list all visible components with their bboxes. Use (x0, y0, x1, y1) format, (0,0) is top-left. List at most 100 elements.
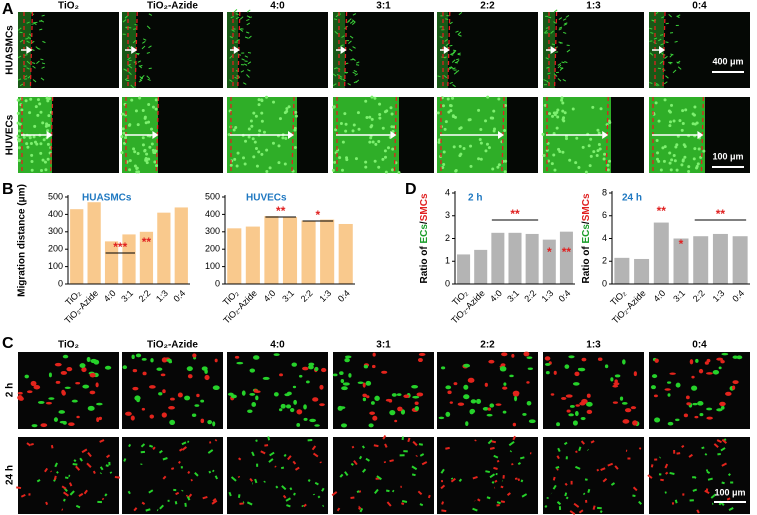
cell (368, 140, 372, 144)
cell (265, 148, 269, 152)
cell (122, 141, 126, 145)
cell (90, 358, 98, 364)
cell (181, 446, 187, 451)
cell (591, 105, 595, 109)
cell (445, 446, 450, 450)
cell (672, 153, 676, 157)
cell (109, 471, 113, 474)
cell (48, 372, 52, 378)
cell (267, 436, 271, 441)
y-tick-label: 500 (205, 191, 220, 201)
cell (16, 98, 20, 102)
cell (493, 454, 499, 459)
micrograph (333, 352, 434, 429)
cell (557, 78, 562, 82)
cell (138, 65, 143, 69)
cell (287, 455, 292, 461)
cell (718, 366, 722, 370)
cell (602, 477, 608, 483)
cell (721, 438, 728, 444)
cell (440, 484, 446, 490)
cell (488, 359, 495, 364)
cell (265, 95, 269, 99)
cell (674, 40, 678, 43)
cell (75, 504, 81, 509)
cell (547, 159, 551, 163)
cell (344, 471, 349, 477)
cell (736, 355, 743, 360)
cell (280, 466, 285, 470)
cell (89, 372, 96, 378)
cell (457, 53, 461, 56)
cell (706, 372, 713, 375)
cell (192, 353, 197, 358)
cell (411, 473, 416, 477)
cell (243, 63, 248, 66)
cell (143, 116, 147, 120)
cell (445, 18, 449, 21)
cell (586, 393, 591, 398)
cell (142, 371, 147, 376)
cell (45, 122, 49, 126)
cell (669, 372, 676, 375)
cell (513, 393, 519, 397)
x-tick-label: 3:1 (671, 288, 687, 304)
cell (240, 70, 245, 73)
chart-title: HUVECs (246, 193, 287, 204)
micrograph (649, 352, 750, 429)
cell (149, 385, 156, 389)
cell (548, 112, 552, 116)
cell (61, 389, 66, 395)
cell (314, 481, 319, 486)
cell (120, 151, 124, 155)
bar (559, 231, 573, 284)
micrograph (18, 352, 119, 429)
cell (166, 358, 172, 362)
cell (558, 17, 563, 20)
y-tick-label: 200 (48, 244, 63, 254)
cell (96, 417, 100, 422)
cell (303, 417, 308, 421)
cell (691, 122, 695, 126)
cell (152, 150, 156, 154)
cell (309, 418, 316, 423)
cell (369, 411, 375, 415)
cell (147, 157, 151, 161)
cell (16, 134, 20, 138)
cell (649, 82, 653, 84)
cell (308, 364, 314, 370)
cell (257, 98, 261, 102)
bar (457, 254, 471, 284)
arrow-head (498, 131, 504, 139)
cell (557, 447, 561, 453)
cell (550, 30, 554, 34)
cell (370, 117, 374, 121)
arrow-head (390, 131, 397, 139)
cell (141, 407, 146, 411)
column-label: 0:4 (692, 340, 707, 351)
cell (30, 153, 34, 157)
y-axis-label-part: / (581, 221, 592, 224)
cell (374, 395, 380, 401)
cell (392, 489, 395, 493)
cell (553, 168, 557, 172)
cell (602, 157, 606, 161)
cell (30, 442, 34, 446)
bar (673, 238, 689, 284)
cell (127, 57, 131, 61)
cell (556, 115, 560, 119)
arrow-head (443, 46, 450, 54)
cell (565, 394, 573, 398)
cell (450, 53, 454, 56)
cell (668, 151, 672, 155)
cell (687, 165, 691, 169)
cell (136, 152, 140, 156)
cell (273, 353, 280, 357)
cell (127, 490, 131, 495)
cell (704, 489, 710, 494)
micrograph (649, 12, 750, 88)
cell (489, 116, 493, 120)
cell (130, 84, 135, 89)
